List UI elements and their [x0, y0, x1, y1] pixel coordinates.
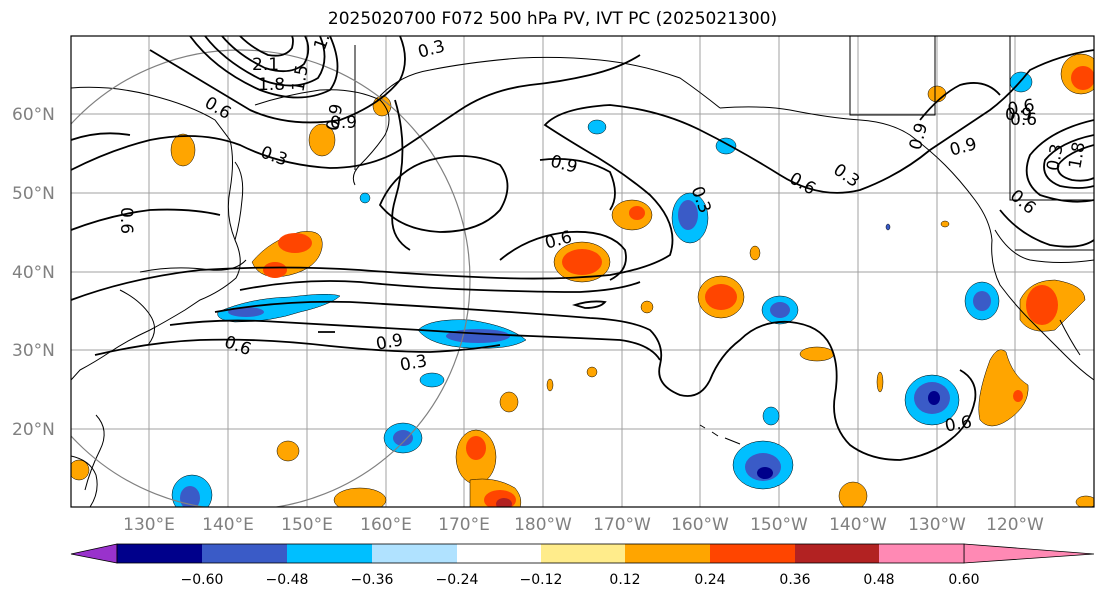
colorbar-segment [287, 544, 372, 563]
lon-label: 150°E [281, 515, 333, 535]
colorbar-tick-label: 0.36 [779, 572, 810, 588]
colorbar-segment [795, 544, 879, 563]
lon-label: 120°W [986, 515, 1044, 535]
contour-label: 0.9 [323, 102, 347, 132]
colorbar-tick-label: −0.24 [436, 572, 479, 588]
contour-label: 0.9 [375, 330, 405, 354]
longitude-labels: 130°E 140°E 150°E 160°E 170°E 180°W 170°… [123, 515, 1044, 535]
colorbar-segment [879, 544, 964, 563]
contour-label: 2.1 [252, 55, 279, 75]
lon-label: 180°W [514, 515, 572, 535]
map-frame [70, 35, 1095, 508]
pv-contours [71, 36, 1094, 461]
colorbar-segment [541, 544, 625, 563]
colorbar-tick-label: 0.24 [694, 572, 725, 588]
lon-label: 160°E [360, 515, 412, 535]
contour-label: 0.3 [399, 351, 429, 375]
contour-label: 0.9 [1005, 105, 1032, 125]
colorbar-extend-high [963, 543, 1095, 564]
colorbar-tick-label: −0.12 [520, 572, 563, 588]
colorbar-tick-label: −0.48 [266, 572, 309, 588]
plot-title: 2025020700 F072 500 hPa PV, IVT PC (2025… [327, 9, 778, 29]
lat-label: 40°N [12, 263, 55, 283]
contour-label: 0.3 [1043, 142, 1067, 172]
colorbar-segment [372, 544, 457, 563]
lat-label: 50°N [12, 184, 55, 204]
reference-circle [71, 49, 471, 507]
contour-label: 1.8 [258, 75, 285, 95]
contour-label: 1.5 [288, 63, 312, 93]
lon-label: 130°E [123, 515, 175, 535]
colorbar-segment [710, 544, 795, 563]
lon-label: 150°W [750, 515, 808, 535]
contour-label: 0.6 [1010, 110, 1037, 130]
colorbar: −0.60 −0.48 −0.36 −0.24 −0.12 0.12 0.24 … [70, 543, 1095, 588]
lat-label: 20°N [12, 420, 55, 440]
colorbar-tick-label: 0.48 [863, 572, 894, 588]
lon-label: 130°W [908, 515, 966, 535]
coastlines [71, 36, 1094, 507]
colorbar-segment [625, 544, 710, 563]
contour-label: 0.9 [330, 113, 357, 133]
colorbar-tick-label: −0.60 [181, 572, 224, 588]
contour-label: 0.6 [943, 412, 973, 436]
colorbar-segment [457, 544, 541, 563]
lon-label: 170°W [593, 515, 651, 535]
contour-label: 1.8 [1065, 140, 1089, 170]
lon-label: 140°E [202, 515, 254, 535]
colorbar-tick-label: 0.60 [948, 572, 979, 588]
lon-label: 160°W [671, 515, 729, 535]
lon-label: 170°E [438, 515, 490, 535]
colorbar-tick-label: 0.12 [609, 572, 640, 588]
ivt-negative-anomalies [171, 71, 1033, 507]
colorbar-segment [202, 544, 287, 563]
contour-labels: 2.1 1.8 1.5 1.2 0.3 0.9 0.6 0.3 0.6 0.9 … [116, 36, 1090, 437]
ivt-positive-anomalies [71, 53, 1094, 507]
contour-label: 0.6 [1006, 96, 1036, 120]
contour-label: 0.6 [116, 207, 136, 234]
lat-label: 60°N [12, 105, 55, 125]
lon-label: 140°W [829, 515, 887, 535]
lat-label: 30°N [12, 341, 55, 361]
colorbar-segment [117, 544, 202, 563]
colorbar-outline [116, 543, 965, 564]
colorbar-extend-low [70, 543, 118, 564]
latitude-labels: 60°N 50°N 40°N 30°N 20°N [12, 105, 55, 440]
colorbar-tick-label: −0.36 [351, 572, 394, 588]
